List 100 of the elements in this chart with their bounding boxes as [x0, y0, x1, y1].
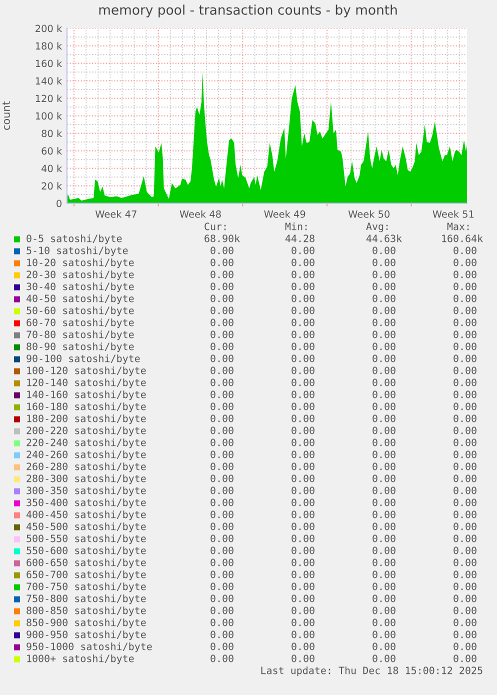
text: 0.00	[372, 282, 396, 290]
text: 0.00	[372, 318, 396, 326]
text: 0.00	[210, 534, 234, 542]
text: 0.00	[454, 522, 476, 530]
text: 0.00	[454, 390, 476, 398]
x-tick-label: Week 48	[180, 210, 221, 218]
text: 0.00	[210, 378, 234, 386]
legend-label: 1000+ satoshi/byte	[27, 654, 134, 664]
text: 0.00	[372, 330, 396, 338]
text: 0.00	[210, 570, 234, 578]
text: 0.00	[292, 474, 314, 482]
text: 0.00	[372, 402, 396, 410]
text: 0.00	[292, 330, 314, 338]
text: 0.00	[454, 426, 476, 434]
legend-label: 200-220 satoshi/byte	[26, 426, 146, 436]
text: 0.00	[454, 654, 476, 662]
text: 0.00	[372, 606, 396, 614]
legend-label: 160-180 satoshi/byte	[27, 402, 146, 412]
text: 0.00	[210, 258, 234, 266]
text: Min:	[285, 222, 307, 230]
text: 0.00	[210, 474, 234, 482]
legend-label: 400-450 satoshi/byte	[26, 510, 146, 520]
legend-label: 140-160 satoshi/byte	[27, 390, 146, 400]
text: 0.00	[292, 510, 314, 518]
text: 0.00	[372, 546, 396, 554]
text: 0.00	[210, 510, 234, 518]
legend-label: 100-120 satoshi/byte	[27, 366, 146, 376]
text: 0.00	[372, 498, 396, 506]
text: 0.00	[210, 402, 234, 410]
text: 44.63k	[366, 234, 402, 242]
y-tick-label: 60 k	[42, 147, 62, 155]
text: 0.00	[210, 546, 234, 554]
text: 0.00	[292, 522, 314, 530]
legend-label: 650-700 satoshi/byte	[26, 570, 146, 580]
text: 0.00	[372, 522, 396, 530]
text: 0.00	[292, 294, 314, 302]
text: 0.00	[372, 510, 396, 518]
text: 0.00	[372, 570, 396, 578]
text: 0.00	[372, 582, 396, 590]
text: 0.00	[454, 342, 476, 350]
text: 0.00	[454, 534, 476, 542]
text: 0.00	[210, 366, 234, 374]
text: Last update: Thu Dec 18 15:00:12 2025	[261, 666, 482, 676]
text: 0.00	[454, 546, 476, 554]
text: 0.00	[454, 366, 476, 374]
text: 0.00	[372, 258, 396, 266]
text: 0.00	[454, 258, 476, 266]
y-tick-label: 40 k	[42, 164, 62, 172]
text: 0.00	[210, 414, 234, 422]
text: 0.00	[372, 438, 396, 446]
text: 0.00	[292, 414, 314, 422]
text: 0.00	[210, 318, 234, 326]
text: 0.00	[372, 378, 396, 386]
text: 0.00	[372, 426, 396, 434]
text: 0.00	[372, 594, 396, 602]
text: 0.00	[454, 558, 476, 566]
text: 0.00	[292, 258, 314, 266]
text: 0.00	[292, 618, 314, 626]
text: 0.00	[292, 390, 314, 398]
text: 0.00	[372, 630, 396, 638]
legend-label: 260-280 satoshi/byte	[26, 462, 146, 472]
text: 0.00	[454, 618, 476, 626]
text: 0.00	[210, 654, 234, 662]
text: 0.00	[210, 594, 234, 602]
legend-label: 70-80 satoshi/byte	[26, 330, 134, 340]
text: 0.00	[372, 414, 396, 422]
text: 0.00	[372, 462, 396, 470]
text: 0.00	[292, 570, 314, 578]
legend-label: 30-40 satoshi/byte	[26, 282, 134, 292]
text: 0.00	[454, 294, 476, 302]
text: 0.00	[210, 558, 234, 566]
x-tick-label: Week 47	[95, 210, 136, 218]
text: 0.00	[454, 570, 476, 578]
text: 0.00	[210, 630, 234, 638]
legend-label: 750-800 satoshi/byte	[26, 594, 146, 604]
text: 0.00	[454, 606, 476, 614]
text: 0.00	[454, 282, 476, 290]
y-tick-label: 0	[56, 200, 62, 208]
text: 0.00	[372, 342, 396, 350]
text: 0.00	[292, 462, 314, 470]
text: 0.00	[210, 522, 234, 530]
text: 0.00	[210, 354, 234, 362]
text: 0.00	[292, 486, 314, 494]
y-tick-label: 200 k	[36, 24, 62, 32]
text: 0.00	[292, 546, 314, 554]
text: 0.00	[210, 642, 234, 650]
text: 0.00	[292, 498, 314, 506]
text: 0.00	[372, 534, 396, 542]
text: 0.00	[372, 390, 396, 398]
text: 0.00	[454, 438, 476, 446]
text: 0.00	[292, 594, 314, 602]
legend-label: 0-5 satoshi/byte	[26, 234, 122, 244]
legend-label: 80-90 satoshi/byte	[26, 342, 134, 352]
text: 0.00	[372, 270, 396, 278]
legend-label: 50-60 satoshi/byte	[26, 306, 134, 316]
legend-label: 450-500 satoshi/byte	[26, 522, 146, 532]
text: 0.00	[372, 246, 396, 254]
text: 0.00	[454, 330, 476, 338]
text: 0.00	[372, 366, 396, 374]
text: 0.00	[454, 414, 476, 422]
